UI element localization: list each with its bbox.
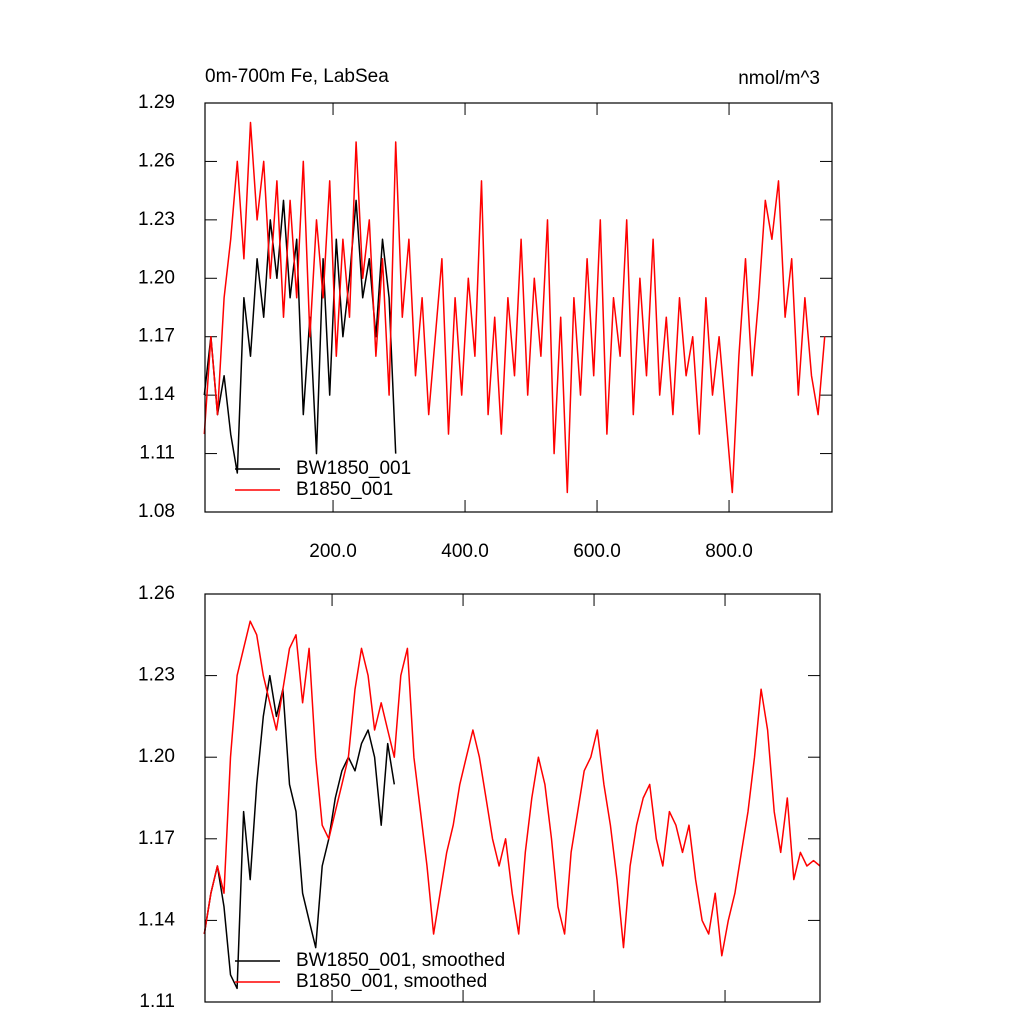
y-tick-label: 1.20 [138, 267, 175, 288]
series-line [203, 121, 826, 494]
plot-frame [204, 102, 833, 513]
legend-label: B1850_001 [296, 479, 393, 500]
y-tick-label: 1.26 [138, 583, 175, 604]
legend-label: BW1850_001, smoothed [296, 950, 505, 971]
series-line [203, 620, 821, 957]
x-tick-label: 400.0 [441, 541, 489, 562]
series-line [203, 674, 396, 990]
series-line [203, 199, 397, 474]
y-tick-label: 1.20 [138, 746, 175, 767]
legend-label: B1850_001, smoothed [296, 971, 487, 992]
y-tick-label: 1.23 [138, 209, 175, 230]
y-tick-label: 1.17 [138, 828, 175, 849]
chart-title: 0m-700m Fe, LabSea [205, 66, 389, 87]
y-tick-label: 1.11 [139, 991, 175, 1012]
legend-label: BW1850_001 [296, 458, 411, 479]
y-tick-label: 1.08 [138, 501, 175, 522]
x-tick-label: 800.0 [705, 541, 753, 562]
y-tick-label: 1.23 [138, 665, 175, 686]
unit-label: nmol/m^3 [738, 68, 820, 89]
y-tick-label: 1.14 [138, 909, 175, 930]
y-tick-label: 1.26 [138, 150, 175, 171]
y-tick-label: 1.29 [138, 92, 175, 113]
y-tick-label: 1.17 [138, 326, 175, 347]
x-tick-label: 200.0 [309, 541, 357, 562]
y-tick-label: 1.14 [138, 384, 175, 405]
y-tick-label: 1.11 [139, 443, 175, 464]
plot-frame [204, 593, 821, 1003]
x-tick-label: 600.0 [573, 541, 621, 562]
